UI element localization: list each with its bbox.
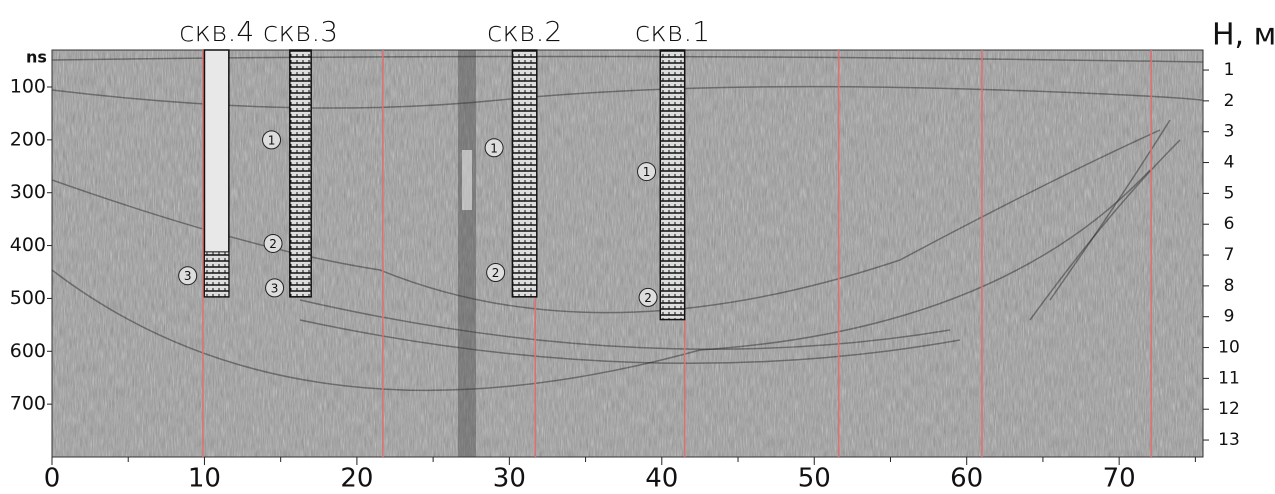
layer-label: 1 — [643, 165, 651, 179]
y-tick-label: 700 — [10, 393, 46, 415]
y2-tick-label: 10 — [1218, 338, 1240, 358]
layer-label: 3 — [271, 281, 279, 295]
layer-marker — [263, 233, 283, 253]
y2-tick-label: 12 — [1218, 399, 1240, 419]
y2-tick-label: 6 — [1224, 214, 1235, 234]
y2-axis-label: H, м — [1212, 18, 1275, 53]
borehole-label: скв.1 — [635, 15, 710, 48]
x-tick-label: 10 — [188, 464, 221, 494]
y-tick-label: 100 — [10, 76, 46, 98]
y-tick-label: 500 — [10, 287, 46, 309]
layer-marker — [637, 162, 657, 182]
borehole-label: скв.2 — [487, 15, 562, 48]
y2-tick-label: 2 — [1224, 91, 1235, 111]
layer-marker — [265, 278, 285, 298]
layer-label: 3 — [184, 269, 192, 283]
borehole-layer — [203, 251, 230, 298]
x-tick-label: 20 — [340, 464, 373, 494]
layer-marker — [484, 138, 504, 158]
x-tick-label: 50 — [798, 464, 831, 494]
layer-label: 1 — [490, 141, 498, 155]
layer-marker — [486, 263, 506, 283]
radargram-image — [52, 50, 1203, 457]
borehole — [289, 49, 312, 298]
layer-marker — [638, 287, 658, 307]
y2-tick-label: 7 — [1224, 245, 1235, 265]
x-tick-label: 70 — [1103, 464, 1136, 494]
y-tick-label: 600 — [10, 340, 46, 362]
y-tick-label: 200 — [10, 128, 46, 150]
y2-tick-label: 5 — [1224, 183, 1235, 203]
y-tick-label: 300 — [10, 181, 46, 203]
layer-marker — [262, 130, 282, 150]
x-tick-label: 30 — [493, 464, 526, 494]
layer-label: 1 — [268, 133, 276, 147]
y2-tick-label: 9 — [1224, 307, 1235, 327]
borehole — [511, 49, 538, 298]
y2-tick-label: 4 — [1224, 153, 1235, 173]
y2-tick-label: 11 — [1218, 368, 1240, 388]
y2-tick-label: 8 — [1224, 276, 1235, 296]
y2-tick-label: 3 — [1224, 122, 1235, 142]
y-tick-label: 400 — [10, 234, 46, 256]
layer-label: 2 — [492, 266, 500, 280]
x-tick-label: 0 — [44, 464, 61, 494]
borehole — [659, 49, 686, 321]
y2-tick-label: 13 — [1218, 430, 1240, 450]
layer-marker — [178, 266, 198, 286]
borehole-label: скв.3 — [263, 15, 338, 48]
x-tick-label: 40 — [645, 464, 678, 494]
borehole-label: скв.4 — [179, 15, 254, 48]
x-tick-label: 60 — [950, 464, 983, 494]
y-axis-label: ns — [26, 48, 47, 67]
layer-label: 2 — [644, 291, 652, 305]
layer-label: 2 — [269, 237, 277, 251]
y2-tick-label: 1 — [1224, 60, 1235, 80]
plot-frame — [51, 49, 1204, 458]
